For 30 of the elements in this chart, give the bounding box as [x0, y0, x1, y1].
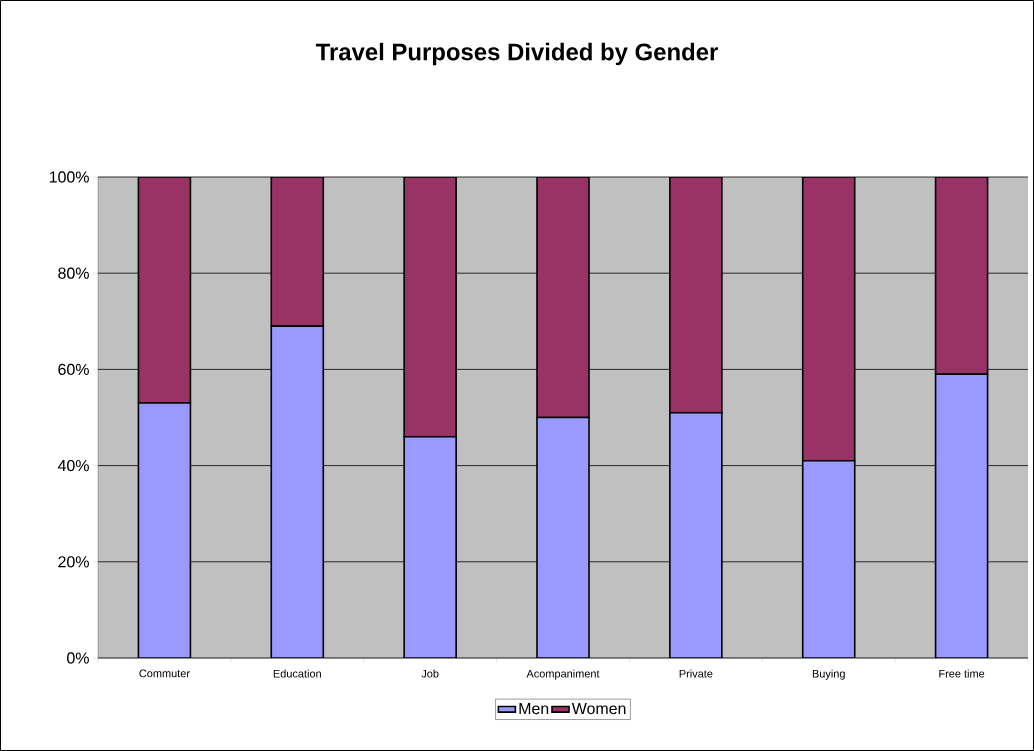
- x-tick-label: Acompaniment: [526, 669, 600, 680]
- bar: [137, 176, 192, 404]
- legend-label: Men: [519, 703, 549, 715]
- x-tick-label: Buying: [812, 669, 845, 680]
- y-tick-label: 80%: [58, 267, 89, 279]
- x-tick-label: Education: [273, 669, 321, 678]
- bar: [270, 325, 325, 658]
- bar: [801, 176, 856, 462]
- bar: [669, 176, 723, 414]
- x-tick-label: Free time: [939, 669, 985, 678]
- bar: [801, 459, 856, 658]
- bar: [934, 176, 989, 376]
- bar: [137, 402, 192, 658]
- bar: [403, 176, 457, 438]
- legend-label: Women: [571, 703, 626, 715]
- bar: [669, 411, 723, 658]
- bar: [536, 176, 590, 419]
- x-tick-label: Private: [679, 669, 713, 678]
- bar: [536, 416, 590, 658]
- bar: [270, 176, 325, 327]
- y-tick-label: 100%: [49, 171, 89, 183]
- y-tick-label: 0%: [67, 652, 89, 664]
- y-tick-label: 60%: [58, 363, 89, 376]
- x-tick-label: Job: [421, 669, 439, 678]
- chart-title: Travel Purposes Divided by Gender: [315, 42, 718, 66]
- y-tick-label: 20%: [58, 556, 89, 568]
- y-tick-label: 40%: [57, 459, 89, 472]
- x-tick-label: Commuter: [139, 669, 190, 678]
- bar: [934, 373, 989, 658]
- bar: [403, 435, 457, 658]
